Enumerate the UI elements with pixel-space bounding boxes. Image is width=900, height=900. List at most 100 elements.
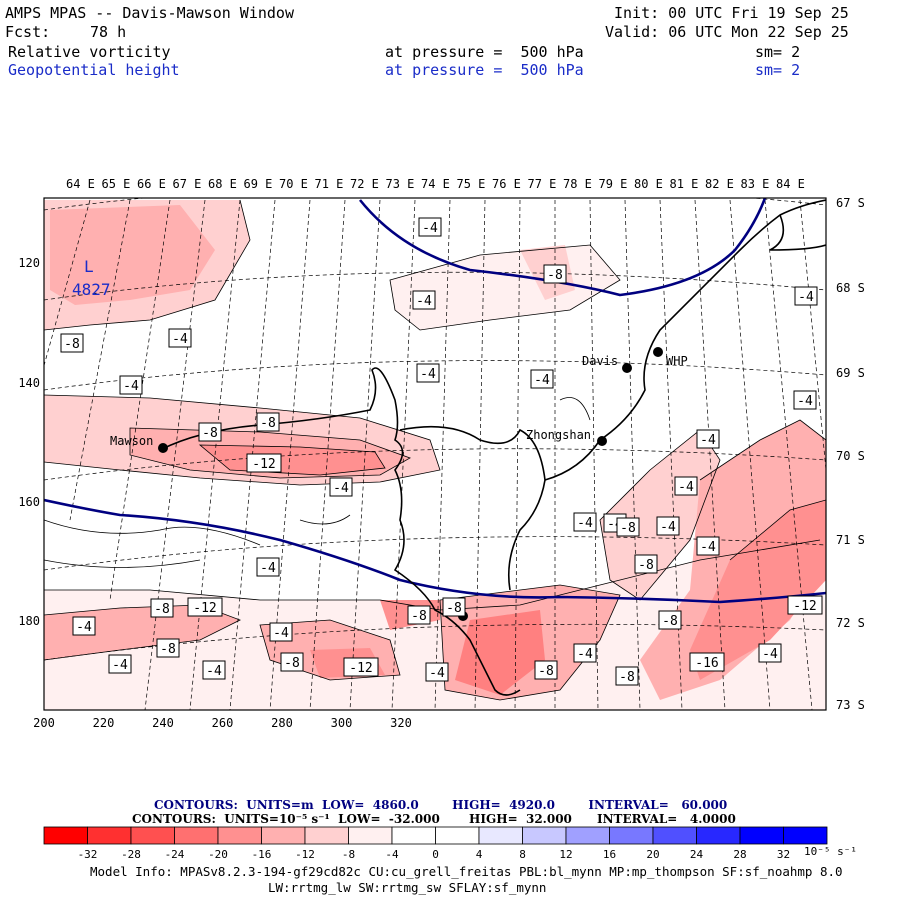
- low-center-symbol: L: [84, 257, 94, 276]
- vorticity-shading: [44, 200, 826, 710]
- latitude-label: 70 S: [836, 449, 865, 463]
- colorbar-swatch: [739, 826, 784, 845]
- longitude-label: 76 E: [492, 177, 521, 191]
- contour-label-box: [530, 369, 554, 389]
- contour-label-box: [150, 598, 174, 618]
- colorbar-swatch: [609, 826, 654, 845]
- contour-label-box: [246, 453, 282, 473]
- contour-labels: -4 -4 -4 -4 -4 -4 -4 -4 -4 -4 -4 -4 -4 -4 -4 -4 -4 -4 -4 -4…: [60, 217, 823, 686]
- x-tick-label: 240: [152, 716, 174, 730]
- contour-label-box: [543, 264, 567, 284]
- contour-label: -16: [695, 656, 718, 671]
- field-1-smoothing: sm= 2: [755, 43, 801, 61]
- contour-label: -8: [64, 337, 80, 352]
- y-tick-label: 120: [18, 256, 40, 270]
- contour-label-box: [119, 375, 143, 395]
- longitude-label: 66 E: [137, 177, 166, 191]
- colorbar-swatch: [217, 826, 262, 845]
- contour-label-box: [615, 666, 639, 686]
- longitude-label: 77 E: [527, 177, 557, 191]
- longitude-label: 64 E: [66, 177, 95, 191]
- station-mawson-label: Mawson: [110, 434, 154, 448]
- contour-label-box: [108, 654, 132, 674]
- contour-label-box: [168, 328, 192, 348]
- colorbar-swatch: [652, 826, 697, 845]
- longitude-label: 67 E: [172, 177, 202, 191]
- contour-label-box: [269, 622, 293, 642]
- contour-label-box: [72, 616, 96, 636]
- contour-label-box: [658, 610, 682, 630]
- contour-label: -8: [446, 601, 462, 616]
- contour-label: -4: [112, 658, 128, 673]
- longitude-label: 71 E: [314, 177, 344, 191]
- contour-label: -4: [660, 520, 676, 535]
- contour-label-box: [442, 597, 466, 617]
- contour-label: -12: [252, 457, 275, 472]
- contour-label: -4: [429, 666, 445, 681]
- colorbar-label: -20: [208, 848, 228, 861]
- init-time: Init: 00 UTC Fri 19 Sep 25: [614, 4, 849, 22]
- station-whp-marker: [653, 347, 663, 357]
- latitude-label: 67 S: [836, 196, 865, 210]
- forecast-hours: 78 h: [90, 23, 127, 41]
- contour-label-box: [534, 660, 558, 680]
- longitude-label: 65 E: [101, 177, 131, 191]
- colorbar-swatch: [174, 826, 219, 845]
- colorbar-label: 20: [646, 848, 660, 861]
- contour-label-box: [616, 517, 640, 537]
- colorbar-swatch: [87, 826, 132, 845]
- colorbar-label: 32: [776, 848, 791, 861]
- geopotential-contours: [44, 198, 826, 604]
- longitude-label: 74 E: [421, 177, 450, 191]
- y-tick-label: 160: [18, 495, 40, 509]
- colorbar-label: 8: [519, 848, 526, 861]
- latitude-label: 72 S: [836, 616, 865, 630]
- forecast-label: Fcst:: [5, 23, 51, 41]
- map-frame: [43, 197, 827, 711]
- contour-label: -4: [172, 332, 188, 347]
- contour-label-box: [418, 217, 442, 237]
- colorbar-swatch: [391, 826, 436, 845]
- longitude-label: 72 E: [350, 177, 379, 191]
- colorbar-swatch: [478, 826, 523, 845]
- field-2-name: Geopotential height: [8, 61, 180, 79]
- latitude-label: 73 S: [836, 698, 865, 712]
- colorbar-label: -32: [77, 848, 98, 861]
- colorbar-swatch: [565, 826, 610, 845]
- field-2-level: at pressure = 500 hPa: [385, 61, 584, 79]
- contour-label: -12: [349, 661, 372, 676]
- contour-label-box: [416, 363, 440, 383]
- contour-label-box: [656, 516, 680, 536]
- contour-label-box: [674, 476, 698, 496]
- contour-label: -8: [154, 602, 170, 617]
- contour-label: -4: [534, 373, 550, 388]
- station-mawson-marker: [158, 443, 168, 453]
- longitude-label: 82 E: [705, 177, 734, 191]
- longitude-label: 81 E: [669, 177, 699, 191]
- colorbar-swatch: [304, 826, 349, 845]
- contour-label: -4: [260, 561, 276, 576]
- latitude-label: 69 S: [836, 366, 865, 380]
- longitude-label: 73 E: [385, 177, 415, 191]
- colorbar-label: -4: [385, 848, 399, 861]
- colorbar-label: -16: [251, 848, 272, 861]
- station-zhongshan-marker: [597, 436, 607, 446]
- contour-label: -4: [123, 379, 139, 394]
- x-tick-label: 260: [211, 716, 234, 730]
- colorbar-swatch: [435, 826, 480, 845]
- contour-label-box: [187, 597, 223, 617]
- colorbar-label: 24: [689, 848, 704, 861]
- contour-label-box: [696, 429, 720, 449]
- contour-label: -4: [798, 290, 814, 305]
- contour-label-box: [689, 652, 725, 672]
- station-davis-marker: [622, 363, 632, 373]
- x-tick-label: 320: [390, 716, 412, 730]
- model-info-line2: LW:rrtmg_lw SW:rrtmg_sw SFLAY:sf_mynn: [268, 880, 547, 895]
- contour-label: -12: [793, 599, 816, 614]
- low-center-value: 4827: [72, 280, 111, 299]
- contour-label: -4: [762, 647, 778, 662]
- latitude-label: 68 S: [836, 281, 865, 295]
- colorbar-label: -8: [341, 848, 356, 861]
- height-contours-info: CONTOURS: UNITS=m LOW= 4860.0 HIGH= 4920…: [154, 798, 728, 812]
